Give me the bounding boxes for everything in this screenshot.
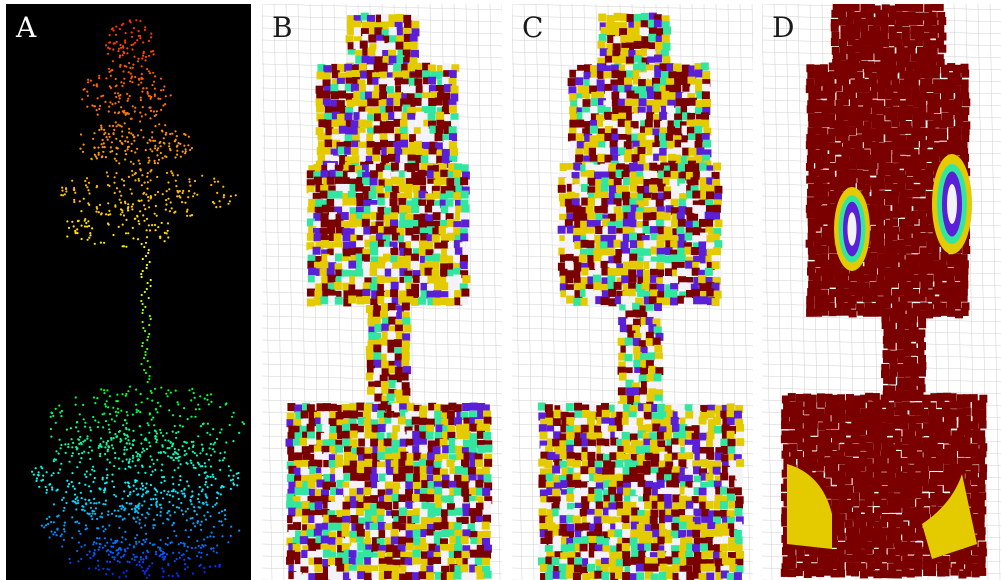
voxel-render-b — [262, 4, 502, 580]
voxel-render-d — [762, 4, 1001, 580]
voxel-blocks — [780, 4, 988, 579]
panel-label-c: C — [522, 11, 544, 44]
point-cloud-points — [31, 19, 245, 579]
point-cloud-plot — [31, 19, 245, 579]
panel-label-a: A — [16, 11, 37, 44]
voxel-render-c — [512, 4, 753, 580]
voxel-blocks — [285, 12, 493, 580]
voxel-blocks — [537, 12, 745, 580]
panel-a-point-cloud: A — [6, 4, 251, 580]
panel-b-voxel-model: B — [262, 4, 502, 580]
panel-label-b: B — [272, 11, 293, 44]
panel-c-voxel-model: C — [512, 4, 753, 580]
panel-label-d: D — [772, 11, 795, 44]
panel-d-voxel-model: D — [762, 4, 1001, 580]
